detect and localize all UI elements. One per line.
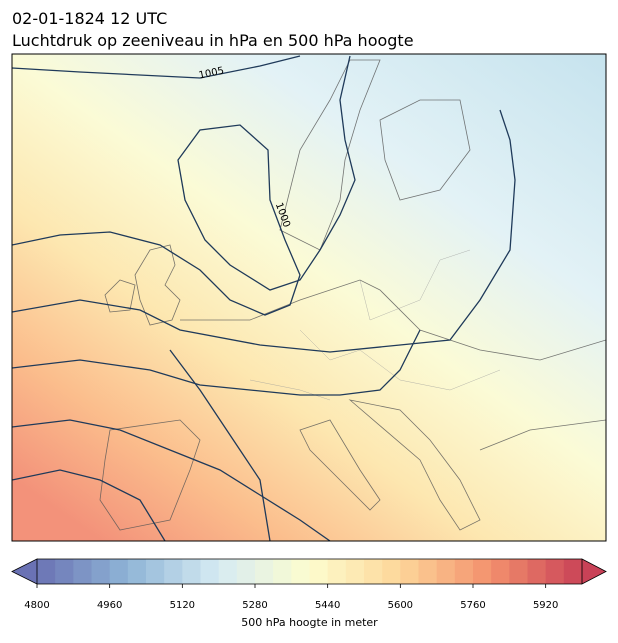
colorbar-segment [37,559,56,584]
colorbar-segment [491,559,510,584]
colorbar-segment [109,559,129,584]
coastline [104,279,136,313]
colorbar-extend-high [581,558,607,585]
colorbar-segment [509,559,528,584]
colorbar-segment [255,559,274,584]
colorbar-segment [527,559,547,584]
colorbar-segment [218,559,238,584]
coastline [99,419,201,531]
colorbar-tick-label: 5760 [460,600,485,611]
colorbar-segment [55,559,74,584]
colorbar-segment [127,559,147,584]
colorbar-segment [364,559,383,584]
coastline [479,419,606,451]
colorbar-segment [563,559,583,584]
coastline [348,399,481,531]
colorbar-tick-label: 5280 [242,600,267,611]
coastline [180,279,606,361]
isobar [12,329,421,396]
isobar [12,55,356,316]
isobar [12,469,166,541]
map-frame [11,53,607,542]
title: 02-01-1824 12 UTC [12,9,167,28]
colorbar-segment [473,559,492,584]
coastline [299,419,381,511]
subtitle: Luchtdruk op zeeniveau in hPa en 500 hPa… [12,31,414,50]
coastline [379,99,471,201]
colorbar-tick-label: 4800 [24,600,49,611]
colorbar-segment [345,559,365,584]
colorbar-tick-label: 4960 [97,600,122,611]
colorbar-tick-label: 5600 [388,600,413,611]
contour-label: 1005 [198,66,225,82]
colorbar-segment [436,559,456,584]
colorbar-segment [400,559,419,584]
isobar [12,109,516,353]
border [249,249,501,401]
colorbar-tick-label: 5440 [315,600,340,611]
colorbar-extend-low [11,558,38,585]
colorbar-segment [291,559,310,584]
colorbar-segment [454,559,474,584]
colorbar-segment [146,559,165,584]
colorbar-segment [91,559,111,584]
coastline [134,244,181,326]
isobar [12,419,331,541]
colorbar-segment [382,559,401,584]
colorbar-segment [309,559,329,584]
colorbar-segment [327,559,347,584]
colorbar-tick-label: 5120 [170,600,195,611]
colorbar-label: 500 hPa hoogte in meter [241,616,378,629]
coastline [279,59,381,251]
colorbar-segment [200,559,220,584]
isobar [12,55,301,79]
colorbar-segment [545,559,565,584]
colorbar-segment [73,559,92,584]
colorbar-segment [236,559,256,584]
height-field [12,54,606,541]
colorbar-outline [37,558,582,585]
map: 1005 1000 [12,54,606,541]
isobar [169,349,271,541]
colorbar-segment [418,559,438,584]
colorbar-segment [182,559,201,584]
colorbar-segment [273,559,292,584]
colorbar-segment [164,559,183,584]
colorbar-tick-label: 5920 [533,600,558,611]
